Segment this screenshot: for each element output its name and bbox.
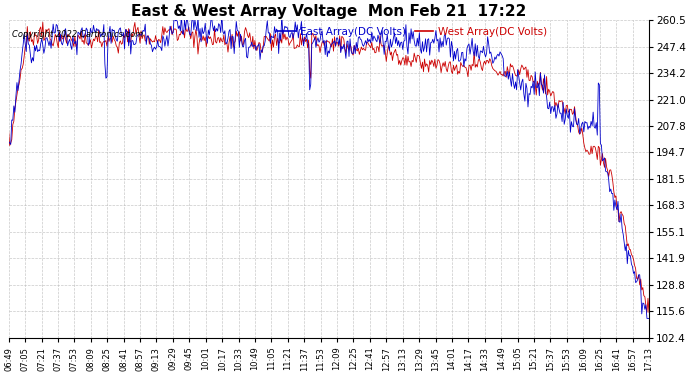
Title: East & West Array Voltage  Mon Feb 21  17:22: East & West Array Voltage Mon Feb 21 17:…: [131, 4, 526, 19]
West Array(DC Volts): [629, 257, 638, 261]
West Array(DC Volts): [645, 310, 653, 315]
West Array(DC Volts): [544, 93, 552, 97]
East Array(DC Volts): [643, 316, 651, 321]
East Array(DC Volts): [5, 140, 13, 144]
East Array(DC Volts): [467, 45, 475, 49]
West Array(DC Volts): [5, 129, 13, 134]
East Array(DC Volts): [544, 106, 552, 110]
West Array(DC Volts): [97, 39, 105, 44]
East Array(DC Volts): [503, 69, 511, 74]
East Array(DC Volts): [645, 316, 653, 321]
East Array(DC Volts): [177, 13, 186, 18]
West Array(DC Volts): [467, 68, 475, 72]
Line: East Array(DC Volts): East Array(DC Volts): [9, 15, 649, 318]
East Array(DC Volts): [629, 271, 638, 276]
Text: Copyright 2022 Cartronics.com: Copyright 2022 Cartronics.com: [12, 30, 144, 39]
West Array(DC Volts): [643, 310, 651, 315]
East Array(DC Volts): [95, 29, 104, 34]
West Array(DC Volts): [242, 28, 250, 33]
West Array(DC Volts): [503, 64, 511, 69]
Legend: East Array(DC Volts), West Array(DC Volts): East Array(DC Volts), West Array(DC Volt…: [273, 22, 551, 41]
West Array(DC Volts): [39, 20, 47, 24]
East Array(DC Volts): [242, 55, 250, 59]
Line: West Array(DC Volts): West Array(DC Volts): [9, 22, 649, 312]
